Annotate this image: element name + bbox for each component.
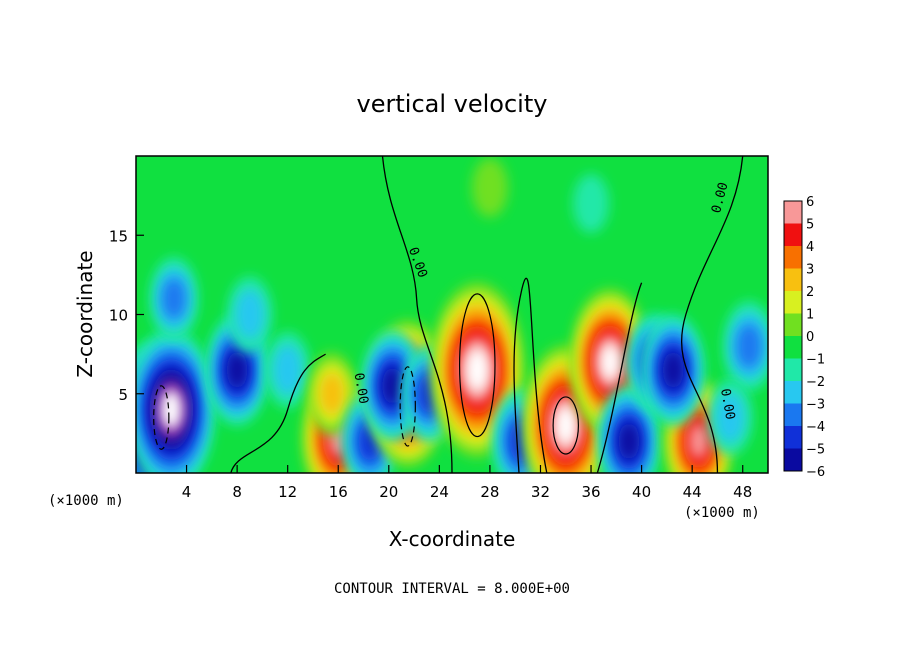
colorbar-tick-label: −3 bbox=[806, 398, 825, 413]
x-tick-label: 36 bbox=[581, 483, 600, 501]
x-axis-label: X-coordinate bbox=[389, 527, 516, 551]
contour-loop-3 bbox=[153, 385, 170, 450]
colorbar-swatch bbox=[784, 403, 802, 426]
colorbar-tick-label: 3 bbox=[806, 263, 814, 278]
colorbar-tick-label: 4 bbox=[806, 240, 814, 255]
contour-label-2: 0.00 bbox=[351, 372, 371, 405]
x-tick-label: 32 bbox=[531, 483, 550, 501]
velocity-blob-23-1 bbox=[471, 158, 508, 218]
velocity-blob-22-1 bbox=[573, 174, 610, 234]
contour-loop-0 bbox=[458, 293, 496, 438]
colorbar-swatch bbox=[784, 358, 802, 381]
colorbar-tick-label: 1 bbox=[806, 308, 814, 323]
contour-line-1 bbox=[230, 353, 326, 474]
x-tick-label: 4 bbox=[182, 483, 192, 501]
y-tick-label: 5 bbox=[118, 386, 128, 404]
y-axis-label: Z-coordinate bbox=[73, 250, 97, 377]
colorbar-swatch bbox=[784, 201, 802, 224]
velocity-blob-20-3 bbox=[736, 323, 762, 369]
colorbar-swatch bbox=[784, 291, 802, 314]
x-unit-right: (×1000 m) bbox=[684, 505, 760, 521]
contour-label-3: 0.00 bbox=[717, 388, 737, 421]
x-tick-label: 48 bbox=[733, 483, 752, 501]
velocity-blob-1-7 bbox=[160, 389, 183, 430]
colorbar-tick-label: 5 bbox=[806, 218, 814, 233]
velocity-blob-7-3 bbox=[319, 372, 344, 415]
velocity-blob-5-2 bbox=[272, 344, 303, 396]
x-tick-label: 12 bbox=[278, 483, 297, 501]
colorbar-swatch bbox=[784, 426, 802, 449]
x-tick-label: 28 bbox=[480, 483, 499, 501]
velocity-blob-10-5 bbox=[382, 367, 403, 405]
chart-title: vertical velocity bbox=[357, 90, 548, 118]
velocity-blob-14-7 bbox=[554, 405, 577, 446]
velocity-blob-19-5 bbox=[662, 351, 684, 389]
x-tick-label: 44 bbox=[683, 483, 702, 501]
velocity-blob-18-6 bbox=[688, 423, 709, 460]
x-tick-label: 24 bbox=[430, 483, 449, 501]
y-tick-label: 10 bbox=[109, 307, 128, 325]
colorbar-tick-label: 2 bbox=[806, 285, 814, 300]
contour-line-2 bbox=[681, 155, 744, 474]
velocity-blob-2-5 bbox=[226, 351, 248, 389]
colorbar-tick-label: −6 bbox=[806, 465, 825, 480]
x-axis-ticks: 4 8 12 16 20 24 28 32 36 40 44 48 bbox=[182, 465, 752, 501]
colorbar-frame bbox=[783, 200, 803, 472]
contour-line-0 bbox=[381, 155, 453, 474]
velocity-field bbox=[136, 158, 768, 473]
colorbar-tick-label: 0 bbox=[806, 330, 814, 345]
contour-interval-note: CONTOUR INTERVAL = 8.000E+00 bbox=[334, 581, 570, 597]
velocity-blob-4-2 bbox=[234, 289, 265, 340]
colorbar-tick-label: −5 bbox=[806, 443, 825, 458]
y-tick-label: 15 bbox=[109, 227, 128, 245]
x-unit-left: (×1000 m) bbox=[48, 493, 124, 509]
velocity-blob-21-2 bbox=[715, 392, 745, 443]
velocity-blob-15-7 bbox=[600, 343, 620, 381]
x-tick-label: 8 bbox=[232, 483, 242, 501]
x-tick-label: 40 bbox=[632, 483, 651, 501]
colorbar: 6 5 4 3 2 1 0 −1 −2 −3 −4 −5 −6 bbox=[783, 195, 825, 480]
colorbar-swatch bbox=[784, 246, 802, 269]
velocity-blob-3-3 bbox=[161, 277, 186, 320]
x-tick-label: 20 bbox=[379, 483, 398, 501]
plot-area: 0.000.000.00 0.00 4 8 12 16 20 24 28 32 36 40 44 48 … bbox=[109, 155, 769, 501]
colorbar-tick-label: −2 bbox=[806, 375, 825, 390]
contour-line-4 bbox=[596, 282, 643, 474]
velocity-blob-12-7 bbox=[465, 347, 490, 392]
contour-loop-2 bbox=[399, 366, 416, 447]
colorbar-swatch bbox=[784, 381, 802, 404]
colorbar-swatch bbox=[784, 268, 802, 291]
y-axis-ticks: 5 10 15 bbox=[109, 227, 144, 404]
colorbar-swatch bbox=[784, 336, 802, 359]
colorbar-swatch bbox=[784, 223, 802, 246]
colorbar-tick-label: −1 bbox=[806, 353, 825, 368]
contour-line-3 bbox=[513, 277, 548, 474]
colorbar-swatch bbox=[784, 313, 802, 336]
x-tick-label: 16 bbox=[329, 483, 348, 501]
colorbar-swatch bbox=[784, 448, 802, 471]
velocity-blob-16-5 bbox=[618, 422, 640, 460]
colorbar-tick-label: −4 bbox=[806, 420, 825, 435]
colorbar-tick-label: 6 bbox=[806, 195, 814, 210]
contour-loop-1 bbox=[552, 396, 579, 455]
